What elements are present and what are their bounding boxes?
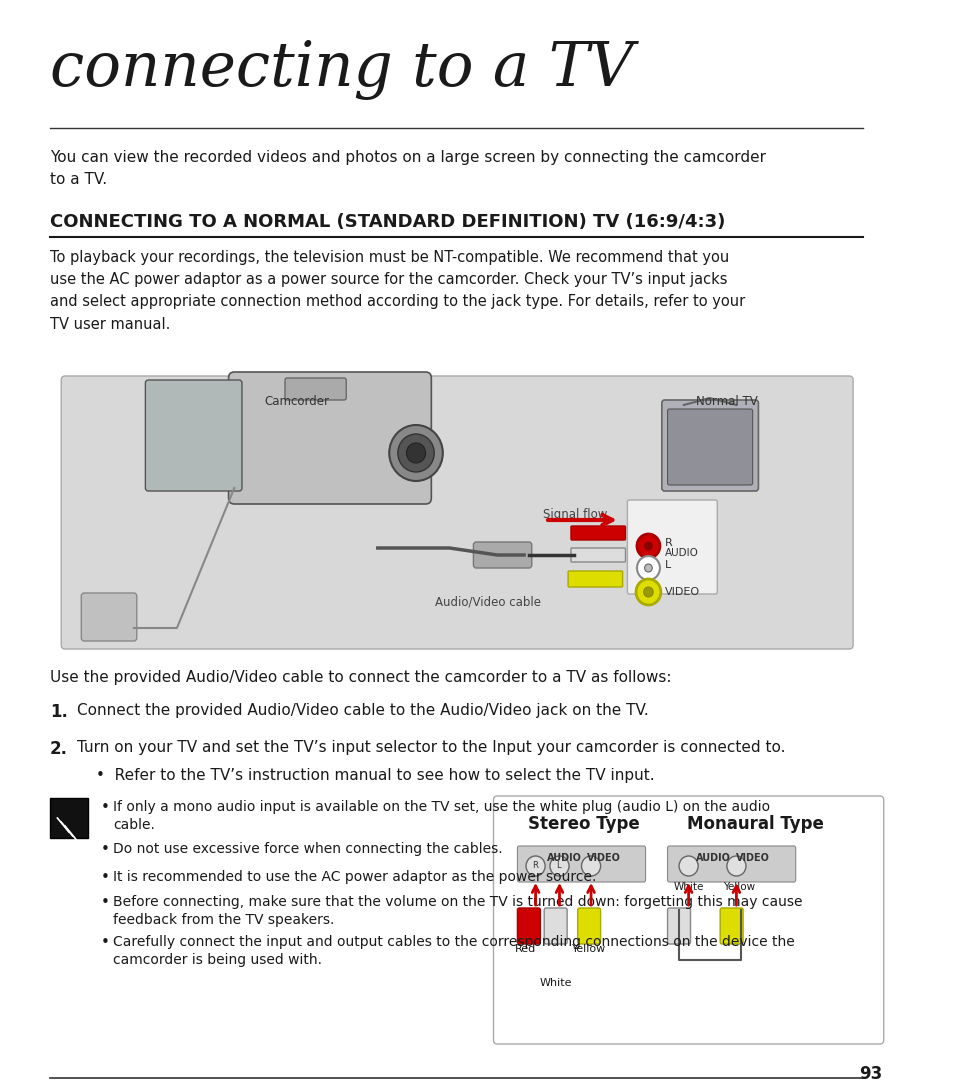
Text: AUDIO: AUDIO [546, 853, 581, 863]
Circle shape [644, 542, 652, 550]
Text: •: • [100, 895, 110, 910]
Circle shape [397, 434, 434, 472]
Circle shape [406, 443, 425, 463]
Text: 2.: 2. [50, 740, 68, 758]
Text: Before connecting, make sure that the volume on the TV is turned down: forgettin: Before connecting, make sure that the vo… [112, 895, 801, 927]
Text: Use the provided Audio/Video cable to connect the camcorder to a TV as follows:: Use the provided Audio/Video cable to co… [50, 670, 671, 685]
Text: connecting to a TV: connecting to a TV [50, 40, 633, 100]
Text: Monaural Type: Monaural Type [686, 815, 823, 834]
Circle shape [389, 425, 442, 481]
Text: Normal TV: Normal TV [696, 395, 757, 408]
Text: Turn on your TV and set the TV’s input selector to the Input your camcorder is c: Turn on your TV and set the TV’s input s… [76, 740, 784, 755]
FancyBboxPatch shape [229, 372, 431, 504]
Text: AUDIO: AUDIO [696, 853, 730, 863]
Text: L: L [664, 560, 670, 570]
Text: 1.: 1. [50, 703, 68, 721]
Text: If only a mono audio input is available on the TV set, use the white plug (audio: If only a mono audio input is available … [112, 800, 769, 832]
FancyBboxPatch shape [473, 542, 531, 568]
FancyBboxPatch shape [570, 548, 625, 562]
FancyBboxPatch shape [517, 908, 539, 944]
FancyBboxPatch shape [61, 376, 852, 649]
Text: Stereo Type: Stereo Type [527, 815, 639, 834]
Circle shape [525, 856, 544, 876]
Text: Connect the provided Audio/Video cable to the Audio/Video jack on the TV.: Connect the provided Audio/Video cable t… [76, 703, 648, 718]
Text: R: R [531, 862, 537, 871]
Text: Carefully connect the input and output cables to the corresponding connections o: Carefully connect the input and output c… [112, 935, 794, 968]
Text: Yellow: Yellow [572, 944, 605, 954]
Text: •: • [100, 800, 110, 815]
FancyBboxPatch shape [50, 798, 88, 838]
FancyBboxPatch shape [578, 908, 600, 944]
FancyBboxPatch shape [285, 377, 346, 400]
FancyBboxPatch shape [627, 500, 717, 594]
FancyBboxPatch shape [661, 400, 758, 491]
Text: Yellow: Yellow [722, 882, 755, 892]
FancyBboxPatch shape [720, 908, 742, 944]
Text: •: • [100, 870, 110, 885]
Text: Audio/Video cable: Audio/Video cable [435, 595, 540, 608]
Text: Red: Red [514, 944, 536, 954]
Text: VIDEO: VIDEO [587, 853, 620, 863]
Circle shape [636, 579, 660, 606]
Text: R: R [664, 538, 672, 548]
Circle shape [637, 556, 659, 580]
Text: White: White [673, 882, 703, 892]
FancyBboxPatch shape [543, 908, 566, 944]
Circle shape [643, 587, 653, 597]
Text: You can view the recorded videos and photos on a large screen by connecting the : You can view the recorded videos and pho… [50, 149, 765, 188]
Circle shape [726, 856, 745, 876]
FancyBboxPatch shape [81, 594, 136, 642]
Circle shape [637, 533, 659, 558]
Text: Camcorder: Camcorder [264, 395, 329, 408]
FancyBboxPatch shape [570, 526, 625, 540]
Circle shape [581, 856, 600, 876]
Text: VIDEO: VIDEO [664, 587, 700, 597]
FancyBboxPatch shape [493, 796, 882, 1044]
Text: 93: 93 [858, 1065, 882, 1083]
Circle shape [644, 564, 652, 572]
FancyBboxPatch shape [667, 409, 752, 485]
Text: White: White [538, 978, 571, 988]
Text: •: • [100, 935, 110, 950]
Circle shape [549, 856, 568, 876]
Text: •: • [100, 842, 110, 858]
Text: To playback your recordings, the television must be NT-compatible. We recommend : To playback your recordings, the televis… [50, 250, 744, 332]
Circle shape [679, 856, 698, 876]
FancyBboxPatch shape [567, 571, 622, 587]
FancyBboxPatch shape [145, 380, 242, 491]
FancyBboxPatch shape [517, 846, 645, 882]
Text: Signal flow: Signal flow [542, 508, 607, 521]
FancyBboxPatch shape [667, 846, 795, 882]
Text: L: L [556, 862, 560, 871]
Text: CONNECTING TO A NORMAL (STANDARD DEFINITION) TV (16:9/4:3): CONNECTING TO A NORMAL (STANDARD DEFINIT… [50, 213, 724, 231]
Text: AUDIO: AUDIO [664, 548, 698, 558]
Text: VIDEO: VIDEO [736, 853, 769, 863]
FancyBboxPatch shape [667, 908, 690, 944]
Text: Do not use excessive force when connecting the cables.: Do not use excessive force when connecti… [112, 842, 502, 856]
Text: •  Refer to the TV’s instruction manual to see how to select the TV input.: • Refer to the TV’s instruction manual t… [95, 768, 654, 783]
Text: It is recommended to use the AC power adaptor as the power source.: It is recommended to use the AC power ad… [112, 870, 596, 884]
